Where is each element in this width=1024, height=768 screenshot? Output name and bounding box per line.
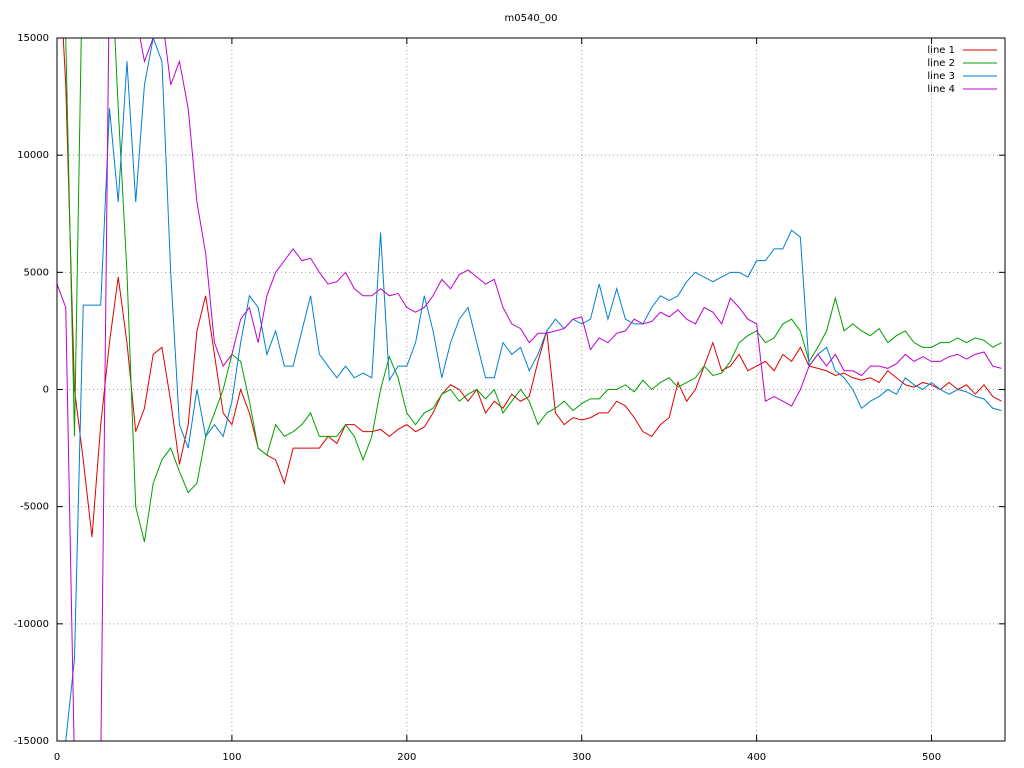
y-tick-label: -10000	[14, 619, 49, 630]
data-line	[65, 38, 1002, 741]
data-line	[62, 38, 1002, 538]
legend-label: line 4	[927, 84, 955, 95]
x-tick-label: 300	[572, 752, 591, 763]
legend-label: line 3	[927, 71, 955, 82]
y-tick-label: 10000	[17, 150, 49, 161]
data-line	[57, 38, 1002, 741]
plot-border	[56, 37, 1006, 742]
y-tick-label: 15000	[17, 33, 49, 44]
x-tick-label: 0	[54, 752, 60, 763]
chart-title: m0540_00	[505, 13, 558, 24]
x-tick-label: 500	[922, 752, 941, 763]
y-tick-label: 0	[43, 385, 49, 396]
legend-label: line 2	[927, 58, 955, 69]
x-tick-label: 200	[397, 752, 416, 763]
x-tick-label: 400	[747, 752, 766, 763]
y-tick-label: -15000	[14, 736, 49, 747]
y-tick-label: 5000	[24, 267, 49, 278]
data-line	[65, 38, 1002, 542]
plot-area	[57, 38, 1002, 741]
legend-label: line 1	[927, 45, 955, 56]
x-tick-label: 100	[222, 752, 241, 763]
y-tick-label: -5000	[20, 502, 49, 513]
